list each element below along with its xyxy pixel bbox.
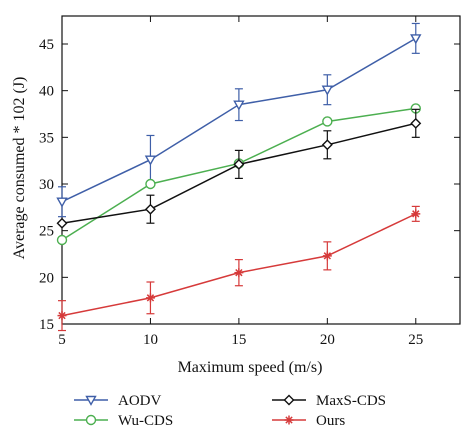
chart-legend: AODV Wu-CDS MaxS-CDS Ours — [74, 393, 386, 429]
x-tick-label: 25 — [408, 332, 423, 348]
series-maxs-cds — [56, 108, 422, 229]
legend-item: AODV — [74, 393, 161, 409]
x-tick-label: 20 — [320, 332, 335, 348]
data-point — [322, 251, 332, 261]
legend-marker — [283, 394, 295, 406]
x-tick-label: 5 — [58, 332, 66, 348]
y-axis-label: Average consumed * 102 (J) — [11, 77, 28, 260]
y-tick-label: 15 — [39, 317, 54, 333]
data-point — [410, 34, 422, 45]
legend-label: AODV — [118, 393, 161, 409]
series-aodv — [56, 22, 422, 218]
data-point — [411, 209, 421, 219]
legend-item: Wu-CDS — [74, 413, 173, 429]
y-tick-label: 30 — [39, 177, 54, 193]
chart-series — [56, 22, 422, 332]
y-tick-label: 20 — [39, 270, 54, 286]
data-point — [321, 85, 334, 96]
x-tick-label: 10 — [143, 332, 158, 348]
y-tick-label: 35 — [39, 130, 54, 146]
data-point — [233, 158, 245, 170]
data-point — [57, 311, 67, 321]
data-point — [145, 178, 156, 190]
data-point — [144, 203, 156, 215]
chart-axes: 5 10 15 20 25 15 20 25 30 35 40 45 — [39, 15, 461, 348]
x-tick-label: 15 — [231, 332, 246, 348]
data-point — [322, 116, 333, 127]
data-point — [234, 268, 244, 278]
legend-label: Ours — [316, 413, 345, 429]
series-ours — [57, 205, 421, 332]
plot-frame — [61, 15, 461, 325]
data-point — [56, 234, 68, 246]
y-tick-label: 40 — [39, 84, 54, 100]
x-axis-label: Maximum speed (m/s) — [178, 359, 323, 376]
legend-marker — [85, 414, 97, 426]
legend-label: Wu-CDS — [118, 413, 173, 429]
legend-item: Ours — [272, 413, 345, 429]
legend-marker — [284, 415, 294, 425]
legend-label: MaxS-CDS — [316, 393, 386, 409]
y-tick-label: 25 — [39, 224, 54, 240]
data-point — [56, 197, 68, 208]
data-point — [410, 117, 422, 129]
data-point — [233, 100, 245, 111]
data-point — [56, 217, 68, 229]
data-point — [144, 155, 157, 166]
legend-item: MaxS-CDS — [272, 393, 386, 409]
legend-marker — [85, 395, 97, 406]
data-point — [321, 139, 333, 151]
data-point — [145, 293, 155, 303]
y-tick-label: 45 — [39, 37, 54, 53]
